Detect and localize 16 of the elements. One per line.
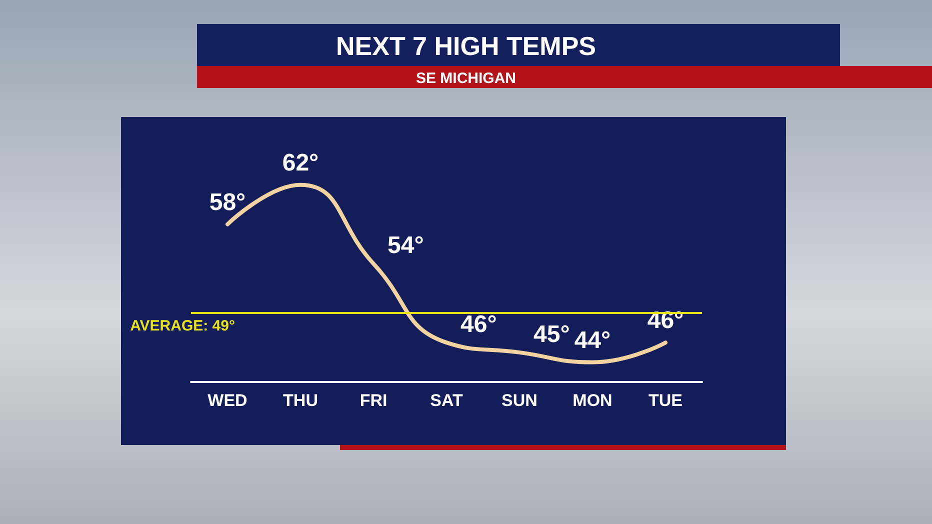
chart-title: NEXT 7 HIGH TEMPS bbox=[336, 31, 596, 61]
x-tick-label: SUN bbox=[502, 391, 538, 410]
x-tick-label: THU bbox=[283, 391, 318, 410]
ref-line-label: AVERAGE: 49° bbox=[130, 318, 235, 334]
data-label: 46° bbox=[460, 311, 497, 338]
x-tick-label: SAT bbox=[430, 391, 464, 410]
x-tick-label: MON bbox=[572, 391, 612, 410]
data-label: 54° bbox=[388, 232, 424, 260]
data-label: 45° bbox=[534, 320, 570, 348]
x-tick-label: FRI bbox=[360, 391, 388, 410]
data-label: 44° bbox=[574, 326, 611, 354]
data-label: 62° bbox=[282, 149, 319, 176]
data-label: 58° bbox=[209, 188, 246, 216]
chart-subtitle: SE MICHIGAN bbox=[416, 70, 516, 87]
x-tick-label: WED bbox=[208, 391, 248, 410]
x-tick-label: TUE bbox=[648, 391, 682, 410]
